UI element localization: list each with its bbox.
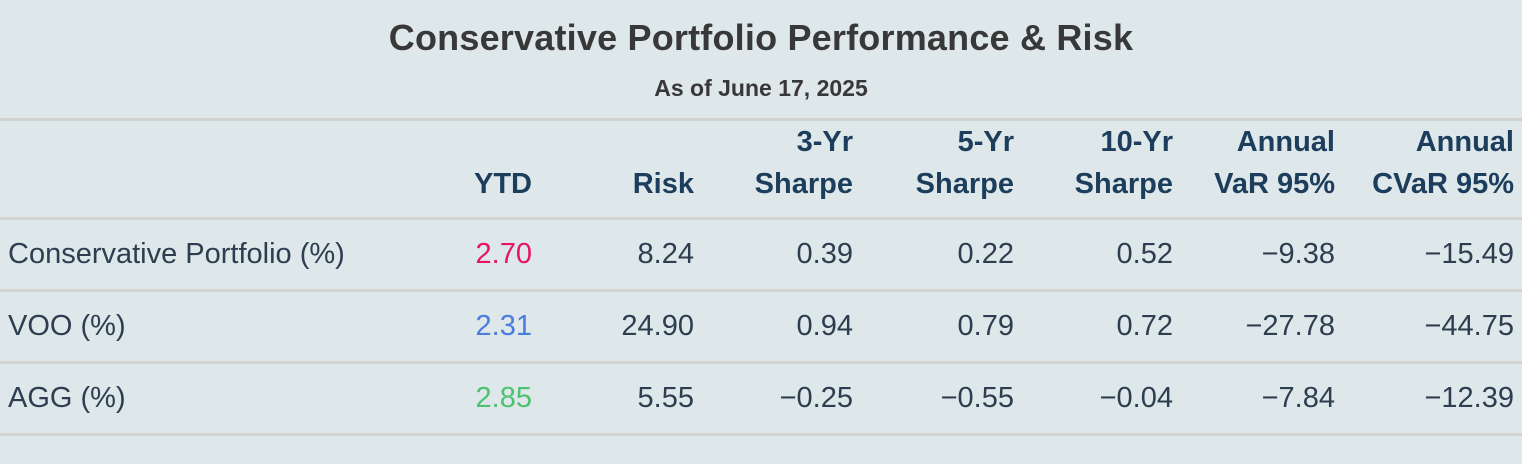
var-95-value: −9.38 <box>1181 218 1343 293</box>
column-header-10yr-sharpe: 10-Yr Sharpe <box>1022 121 1181 221</box>
column-header-risk: Risk <box>540 121 702 221</box>
var-95-value: −27.78 <box>1181 290 1343 365</box>
sharpe-10yr-value: 0.72 <box>1022 290 1181 365</box>
row-label: VOO (%) <box>0 290 372 365</box>
var-95-value: −7.84 <box>1181 362 1343 437</box>
table-row-conservative-portfolio: Conservative Portfolio (%) 2.70 8.24 0.3… <box>0 218 1522 293</box>
ytd-value: 2.70 <box>372 218 540 293</box>
risk-value: 24.90 <box>540 290 702 365</box>
performance-risk-table: YTD Risk 3-Yr Sharpe 5-Yr Sharpe 10-Yr S… <box>0 121 1522 437</box>
sharpe-3yr-value: 0.94 <box>702 290 861 365</box>
sharpe-5yr-value: 0.79 <box>861 290 1022 365</box>
cvar-95-value: −15.49 <box>1343 218 1522 293</box>
corner-header-cell <box>0 121 372 221</box>
sharpe-10yr-value: −0.04 <box>1022 362 1181 437</box>
risk-value: 8.24 <box>540 218 702 293</box>
column-header-annual-var: Annual VaR 95% <box>1181 121 1343 221</box>
risk-value: 5.55 <box>540 362 702 437</box>
sharpe-5yr-value: 0.22 <box>861 218 1022 293</box>
column-header-ytd: YTD <box>372 121 540 221</box>
cvar-95-value: −12.39 <box>1343 362 1522 437</box>
sharpe-10yr-value: 0.52 <box>1022 218 1181 293</box>
page-title: Conservative Portfolio Performance & Ris… <box>388 17 1134 58</box>
sharpe-5yr-value: −0.55 <box>861 362 1022 437</box>
as-of-date-subtitle: As of June 17, 2025 <box>654 75 868 102</box>
table-header-row: YTD Risk 3-Yr Sharpe 5-Yr Sharpe 10-Yr S… <box>0 121 1522 221</box>
column-header-5yr-sharpe: 5-Yr Sharpe <box>861 121 1022 221</box>
ytd-value: 2.31 <box>372 290 540 365</box>
cvar-95-value: −44.75 <box>1343 290 1522 365</box>
title-block: Conservative Portfolio Performance & Ris… <box>0 0 1522 121</box>
column-header-3yr-sharpe: 3-Yr Sharpe <box>702 121 861 221</box>
table-row-agg: AGG (%) 2.85 5.55 −0.25 −0.55 −0.04 −7.8… <box>0 362 1522 437</box>
row-label: Conservative Portfolio (%) <box>0 218 372 293</box>
row-label: AGG (%) <box>0 362 372 437</box>
sharpe-3yr-value: 0.39 <box>702 218 861 293</box>
ytd-value: 2.85 <box>372 362 540 437</box>
column-header-annual-cvar: Annual CVaR 95% <box>1343 121 1522 221</box>
sharpe-3yr-value: −0.25 <box>702 362 861 437</box>
table-row-voo: VOO (%) 2.31 24.90 0.94 0.79 0.72 −27.78… <box>0 290 1522 365</box>
